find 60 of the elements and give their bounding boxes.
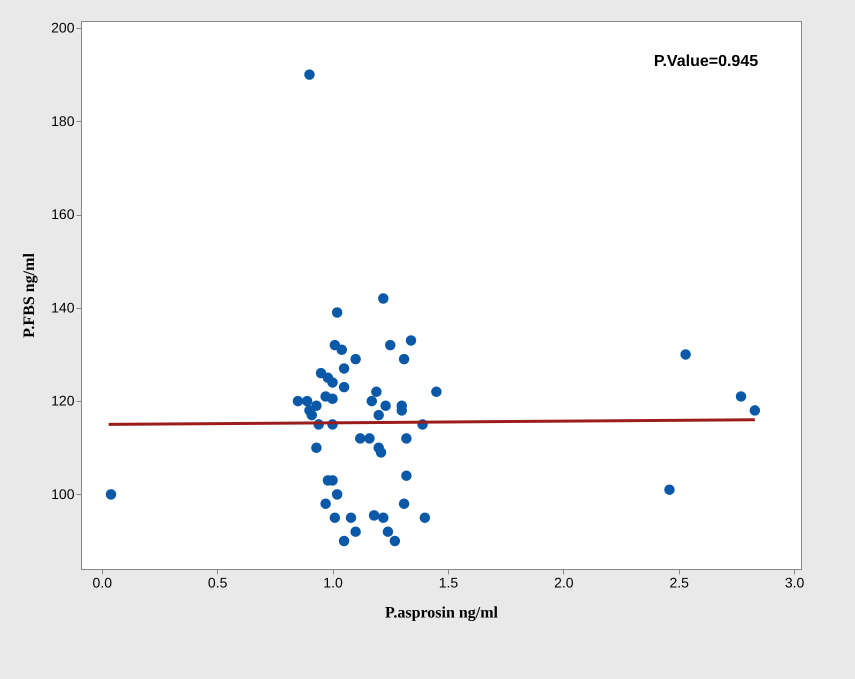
x-tick-label: 1.0 [323, 574, 343, 590]
point [380, 400, 391, 411]
x-tick-label: 3.0 [784, 574, 805, 590]
point [431, 386, 442, 398]
point [401, 470, 412, 481]
y-tick-label: 140 [51, 299, 75, 316]
y-tick-label: 100 [51, 486, 75, 502]
point [384, 340, 396, 350]
y-tick-label: 120 [51, 392, 75, 409]
point [378, 293, 389, 304]
y-tick-label: 180 [51, 112, 75, 129]
point [680, 349, 691, 360]
point [406, 335, 416, 346]
point [338, 363, 350, 374]
point [336, 344, 348, 356]
point [390, 536, 400, 546]
point [736, 391, 746, 402]
point [354, 433, 366, 444]
point [327, 377, 338, 388]
point [378, 512, 389, 523]
point [366, 396, 378, 406]
point [750, 405, 760, 416]
point [327, 394, 338, 404]
point [292, 396, 304, 406]
point [350, 526, 361, 537]
point [330, 512, 340, 523]
point [350, 354, 361, 364]
point [320, 498, 331, 509]
y-tick-label: 160 [51, 206, 75, 222]
point [371, 386, 382, 398]
point [382, 526, 394, 537]
x-tick-label: 0.0 [92, 574, 112, 590]
point [338, 382, 350, 392]
point [376, 447, 386, 458]
point [368, 510, 380, 521]
x-tick-label: 2.5 [669, 574, 690, 590]
point [311, 442, 322, 453]
point [664, 484, 675, 495]
point [304, 69, 315, 80]
point [332, 489, 342, 500]
point [306, 410, 318, 420]
y-axis-title: P.FBS ng/ml [21, 252, 38, 338]
point [420, 512, 430, 523]
annotation: P.Value=0.945 [654, 53, 758, 70]
point [106, 489, 116, 500]
point [332, 307, 342, 318]
x-tick-label: 2.0 [554, 574, 574, 590]
x-axis-title: P.asprosin ng/ml [385, 604, 499, 622]
point [311, 400, 322, 411]
x-tick-label: 1.5 [438, 574, 458, 590]
point [346, 512, 356, 523]
point [398, 354, 410, 364]
point [398, 498, 410, 509]
x-tick-label: 0.5 [208, 574, 228, 590]
point [338, 536, 350, 546]
y-tick-label: 200 [51, 19, 75, 36]
point [302, 396, 312, 406]
point [401, 433, 412, 444]
point [364, 433, 375, 444]
point [373, 410, 384, 420]
